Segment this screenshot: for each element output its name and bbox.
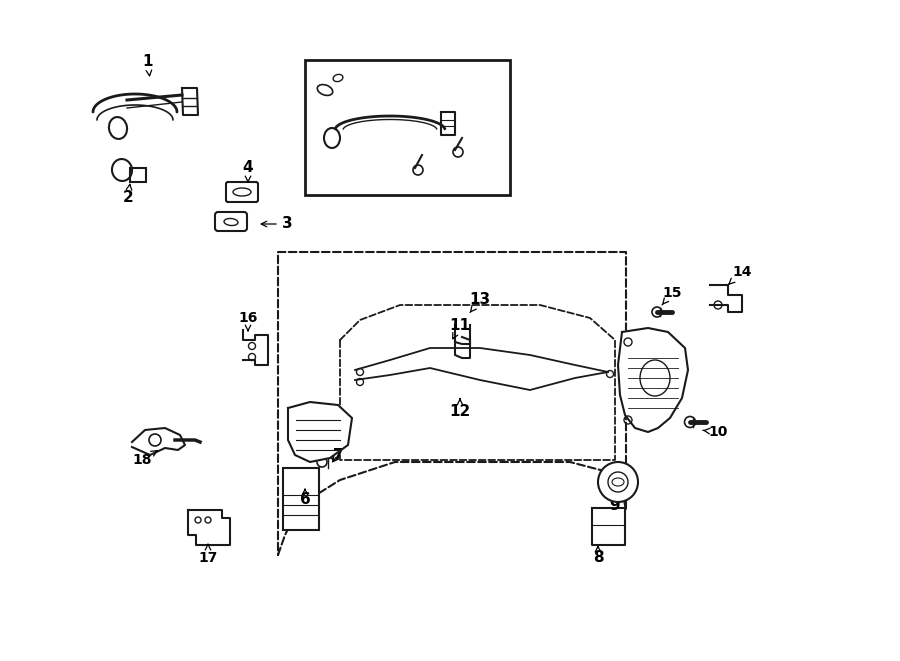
Text: 2: 2 xyxy=(122,184,133,206)
Text: 1: 1 xyxy=(143,54,153,76)
Text: 11: 11 xyxy=(449,317,471,339)
Polygon shape xyxy=(618,328,688,432)
Text: 14: 14 xyxy=(729,265,751,284)
Text: 9: 9 xyxy=(608,492,620,512)
Text: 3: 3 xyxy=(261,217,292,231)
Text: 7: 7 xyxy=(333,447,343,463)
Text: 13: 13 xyxy=(470,293,490,313)
Text: 16: 16 xyxy=(238,311,257,331)
Text: 4: 4 xyxy=(243,161,253,182)
Text: 8: 8 xyxy=(593,547,603,566)
Text: 6: 6 xyxy=(300,489,310,508)
Polygon shape xyxy=(288,402,352,462)
Text: 18: 18 xyxy=(132,451,157,467)
Text: 15: 15 xyxy=(662,286,682,305)
Text: 12: 12 xyxy=(449,399,471,420)
Bar xyxy=(130,168,146,182)
Circle shape xyxy=(598,462,638,502)
Text: 10: 10 xyxy=(703,425,728,439)
Bar xyxy=(305,60,510,195)
Text: 5: 5 xyxy=(472,108,493,124)
Text: 17: 17 xyxy=(198,545,218,565)
Bar xyxy=(283,468,319,530)
